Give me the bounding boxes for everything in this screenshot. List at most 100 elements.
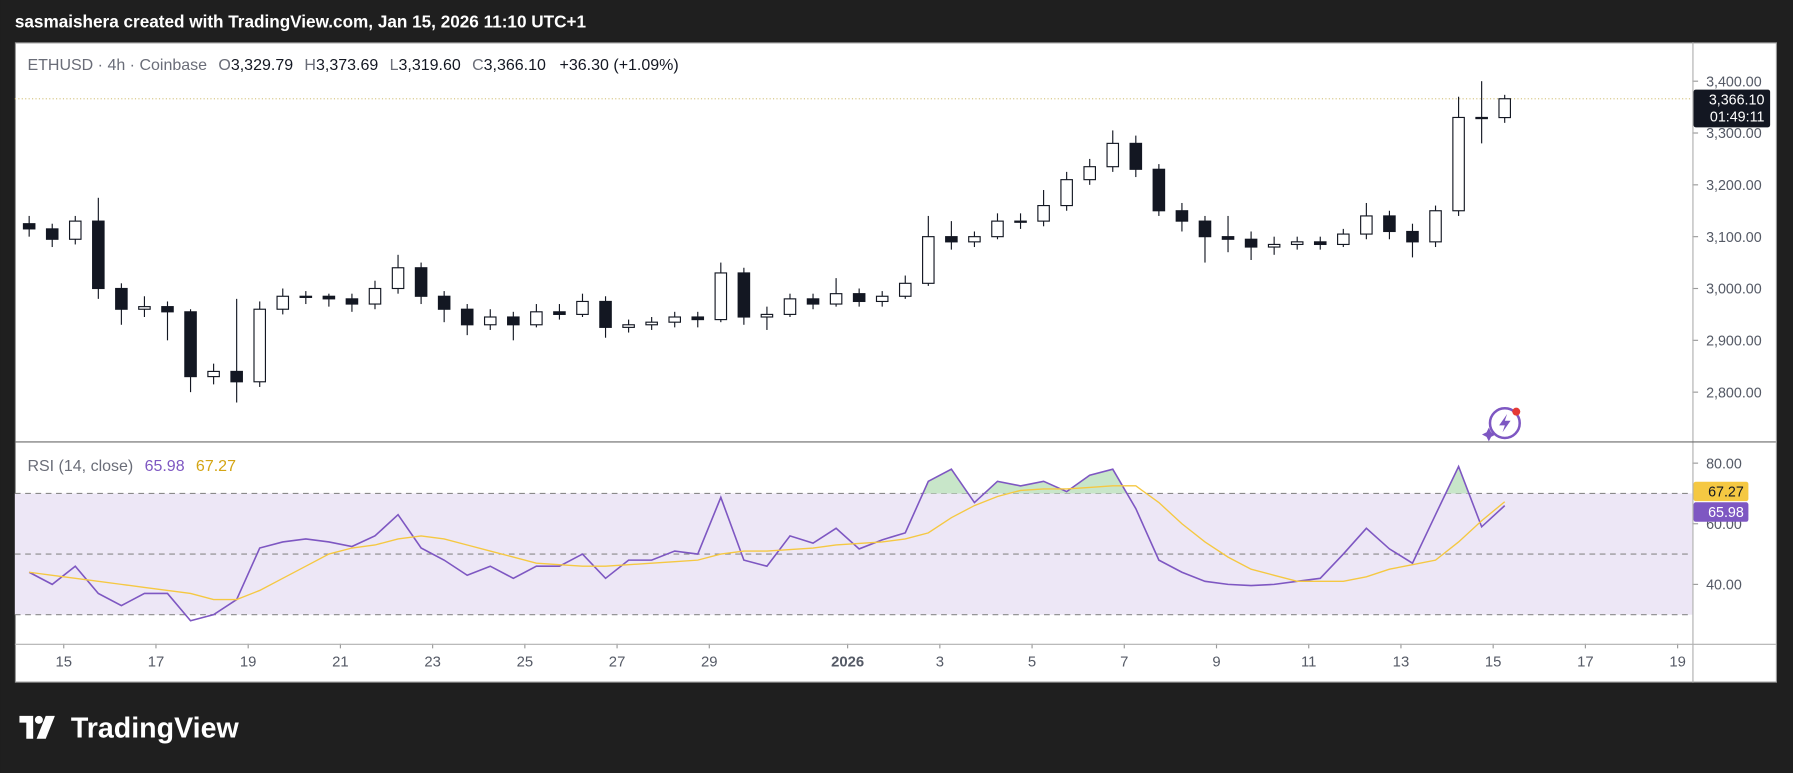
candle-body bbox=[968, 236, 981, 243]
candle-body bbox=[299, 295, 313, 298]
candle-body bbox=[507, 316, 520, 326]
candle-body bbox=[668, 316, 681, 323]
rsi-ma-value: 67.27 bbox=[196, 458, 236, 475]
y-tick-label: 3,400.00 bbox=[1706, 74, 1762, 90]
candle-body bbox=[92, 220, 105, 290]
countdown-label: 01:49:11 bbox=[1710, 110, 1765, 126]
candle-body bbox=[68, 220, 82, 240]
candle-body bbox=[1060, 179, 1073, 207]
candle-body bbox=[1221, 236, 1235, 240]
last-price-label: 3,366.10 bbox=[1709, 92, 1765, 108]
candle-body bbox=[115, 287, 128, 310]
x-tick-label: 21 bbox=[332, 655, 349, 671]
y-tick-label: 40.00 bbox=[1706, 578, 1742, 594]
candle-body bbox=[184, 311, 197, 378]
candle-body bbox=[1406, 230, 1419, 243]
candle-body bbox=[1267, 243, 1281, 248]
candle-body bbox=[829, 293, 843, 305]
symbol: ETHUSD · 4h · Coinbase bbox=[27, 57, 207, 74]
x-tick-label: 13 bbox=[1393, 655, 1410, 671]
footer-logo: TradingView bbox=[19, 713, 239, 745]
candle-body bbox=[737, 272, 751, 318]
candle-body bbox=[1360, 215, 1373, 235]
legend-value: 3,319.60 bbox=[398, 57, 460, 74]
candle-body bbox=[138, 306, 151, 310]
candle-body bbox=[368, 287, 382, 305]
rsi-legend: RSI (14, close) 65.98 67.27 bbox=[27, 458, 236, 475]
candle-body bbox=[1498, 98, 1511, 119]
legend-key: L bbox=[390, 57, 399, 74]
x-tick-label: 15 bbox=[1485, 655, 1502, 671]
candle-body bbox=[691, 316, 705, 321]
x-tick-label: 11 bbox=[1301, 655, 1316, 671]
legend-key: C bbox=[472, 57, 484, 74]
y-tick-label: 2,900.00 bbox=[1706, 333, 1762, 349]
x-tick-label: 15 bbox=[55, 655, 72, 671]
candle-body bbox=[1244, 238, 1258, 248]
candle-body bbox=[783, 298, 797, 315]
footer-logo-text: TradingView bbox=[71, 713, 240, 745]
candle-body bbox=[437, 295, 451, 310]
last-price-badge bbox=[1693, 89, 1771, 128]
candle-body bbox=[922, 236, 935, 284]
x-tick-label: 27 bbox=[609, 655, 626, 671]
x-tick-label: 25 bbox=[517, 655, 534, 671]
candle-body bbox=[460, 308, 474, 326]
legend-value: 3,373.69 bbox=[316, 57, 378, 74]
candle-body bbox=[806, 298, 820, 305]
panes: 2,800.00 2,900.00 3,000.00 3,100.00 3,200.00… bbox=[14, 74, 1771, 671]
candle-body bbox=[1452, 116, 1465, 212]
assistant-icon[interactable] bbox=[1481, 406, 1521, 442]
legend-key: H bbox=[304, 57, 316, 74]
x-tick-label: 23 bbox=[424, 655, 441, 671]
candle-body bbox=[1383, 215, 1396, 233]
rsi-line bbox=[28, 464, 1506, 622]
y-tick-label: 3,000.00 bbox=[1706, 282, 1762, 298]
value-badge bbox=[1693, 481, 1749, 502]
candle-body bbox=[576, 300, 589, 315]
candle-body bbox=[253, 308, 267, 383]
legend-key: O bbox=[218, 57, 230, 74]
candle-body bbox=[760, 313, 774, 318]
x-tick-label: 9 bbox=[1212, 655, 1220, 671]
candle-body bbox=[230, 370, 243, 383]
candle-body bbox=[1290, 241, 1304, 246]
x-tick-label: 19 bbox=[240, 655, 257, 671]
x-tick-label: 5 bbox=[1028, 655, 1036, 671]
candle-body bbox=[1475, 116, 1488, 120]
candle-body bbox=[852, 293, 866, 303]
candle-body bbox=[1152, 168, 1166, 212]
x-tick-label: 19 bbox=[1669, 655, 1686, 671]
candle-body bbox=[945, 236, 958, 243]
attribution: sasmaishera created with TradingView.com… bbox=[15, 11, 587, 31]
y-tick-label: 2,800.00 bbox=[1706, 385, 1762, 401]
candle-body bbox=[875, 295, 889, 303]
candle-body bbox=[898, 282, 912, 297]
candle-body bbox=[161, 306, 174, 313]
y-tick-label: 3,300.00 bbox=[1706, 126, 1762, 142]
candle-body bbox=[1129, 142, 1143, 170]
x-tick-label: 7 bbox=[1120, 655, 1128, 671]
candle-body bbox=[645, 321, 658, 326]
legend-value: 3,329.79 bbox=[231, 57, 293, 74]
change: +36.30 (+1.09%) bbox=[560, 57, 679, 74]
candle-body bbox=[1429, 210, 1442, 243]
candle-body bbox=[714, 272, 728, 321]
candle-body bbox=[207, 370, 220, 378]
x-tick-label: 29 bbox=[701, 655, 718, 671]
price-legend: ETHUSD · 4h · Coinbase O3,329.79 H3,373.… bbox=[27, 57, 678, 74]
x-tick-label: 2026 bbox=[831, 655, 864, 671]
candle-body bbox=[22, 223, 36, 230]
candle-body bbox=[1198, 220, 1212, 238]
value-badge-label: 67.27 bbox=[1708, 485, 1744, 501]
y-tick-label: 3,100.00 bbox=[1706, 230, 1762, 246]
x-tick-label: 17 bbox=[148, 655, 165, 671]
x-tick-label: 17 bbox=[1577, 655, 1594, 671]
y-tick-label: 80.00 bbox=[1706, 456, 1742, 472]
candle-body bbox=[1037, 204, 1050, 222]
candle-body bbox=[1014, 220, 1027, 223]
candle-body bbox=[530, 311, 543, 326]
candle-body bbox=[391, 267, 405, 290]
